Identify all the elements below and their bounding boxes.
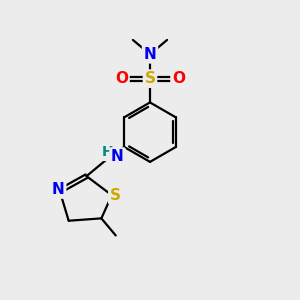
Text: N: N: [52, 182, 65, 197]
Text: H: H: [102, 146, 114, 159]
Text: O: O: [172, 71, 185, 86]
Text: O: O: [115, 71, 128, 86]
Text: N: N: [144, 47, 156, 62]
Text: S: S: [110, 188, 121, 203]
Text: N: N: [111, 149, 124, 164]
Text: S: S: [145, 71, 155, 86]
